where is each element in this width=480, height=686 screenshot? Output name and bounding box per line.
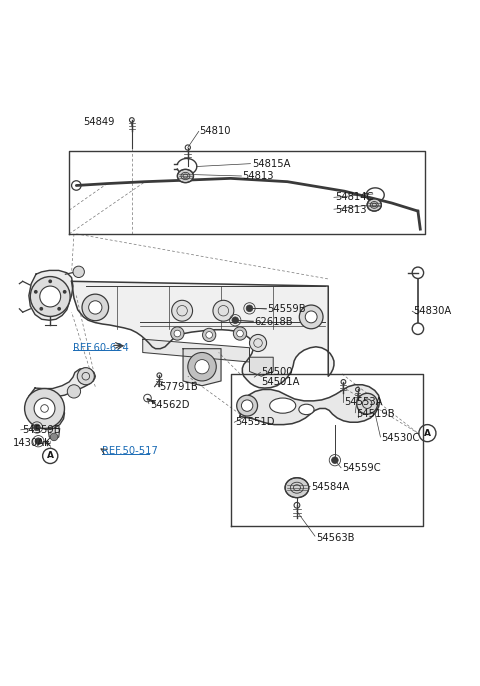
Text: 54849: 54849 (83, 117, 114, 127)
Circle shape (213, 300, 234, 321)
Circle shape (357, 393, 378, 414)
Circle shape (300, 305, 323, 329)
Text: REF.60-624: REF.60-624 (73, 343, 129, 353)
Circle shape (203, 329, 216, 342)
Text: 54551D: 54551D (235, 417, 275, 427)
Polygon shape (183, 348, 221, 386)
Text: 54813: 54813 (242, 171, 274, 181)
Text: 54562D: 54562D (150, 400, 189, 410)
Circle shape (57, 307, 61, 311)
Text: 57791B: 57791B (159, 381, 198, 392)
Text: A: A (47, 451, 54, 460)
Circle shape (171, 327, 184, 340)
Circle shape (50, 433, 58, 440)
Polygon shape (143, 339, 250, 362)
Circle shape (174, 330, 180, 337)
Circle shape (332, 457, 338, 464)
Circle shape (30, 276, 70, 316)
Text: 1430AK: 1430AK (13, 438, 52, 448)
Text: 54810: 54810 (200, 126, 231, 137)
Circle shape (246, 305, 253, 311)
Text: 54830A: 54830A (413, 306, 451, 316)
Polygon shape (72, 281, 334, 388)
Text: REF.50-517: REF.50-517 (102, 446, 158, 456)
Polygon shape (48, 428, 60, 440)
Circle shape (233, 327, 247, 340)
Text: 54553A: 54553A (344, 397, 383, 407)
Text: 54563B: 54563B (316, 534, 354, 543)
Circle shape (237, 330, 243, 337)
Text: 54501A: 54501A (261, 377, 300, 387)
Text: 54559B: 54559B (22, 425, 60, 435)
Circle shape (305, 311, 317, 323)
Ellipse shape (285, 477, 309, 497)
Text: 54519B: 54519B (356, 409, 395, 418)
Circle shape (48, 279, 52, 283)
Text: 54559C: 54559C (342, 463, 381, 473)
Ellipse shape (270, 398, 296, 413)
Circle shape (237, 395, 258, 416)
Circle shape (206, 331, 213, 338)
Text: A: A (424, 429, 431, 438)
Ellipse shape (178, 169, 193, 182)
Circle shape (73, 266, 84, 278)
Circle shape (89, 300, 102, 314)
Text: 62618B: 62618B (254, 317, 293, 327)
Text: 54584A: 54584A (311, 482, 349, 493)
Circle shape (35, 438, 42, 445)
Ellipse shape (299, 404, 314, 414)
Circle shape (188, 353, 216, 381)
Circle shape (39, 307, 43, 311)
Circle shape (232, 317, 239, 324)
Text: 54813: 54813 (335, 205, 366, 215)
Circle shape (34, 398, 55, 419)
Polygon shape (25, 368, 96, 429)
Text: 54530C: 54530C (382, 433, 420, 443)
Circle shape (34, 424, 40, 431)
Circle shape (172, 300, 192, 321)
Circle shape (77, 368, 95, 385)
Circle shape (250, 335, 266, 351)
Circle shape (24, 388, 64, 428)
Circle shape (82, 294, 108, 320)
Circle shape (34, 290, 38, 294)
Circle shape (241, 400, 253, 412)
Circle shape (67, 385, 81, 398)
Text: 54815A: 54815A (252, 158, 290, 169)
Polygon shape (29, 270, 73, 320)
Circle shape (195, 359, 209, 374)
Circle shape (40, 286, 60, 307)
Text: 54559B: 54559B (267, 304, 306, 314)
Text: 54500: 54500 (261, 368, 293, 377)
Polygon shape (250, 357, 273, 376)
Circle shape (412, 323, 424, 335)
Circle shape (63, 290, 67, 294)
Text: 54814C: 54814C (335, 192, 373, 202)
Polygon shape (240, 385, 380, 425)
Ellipse shape (367, 199, 382, 211)
Circle shape (412, 267, 424, 279)
